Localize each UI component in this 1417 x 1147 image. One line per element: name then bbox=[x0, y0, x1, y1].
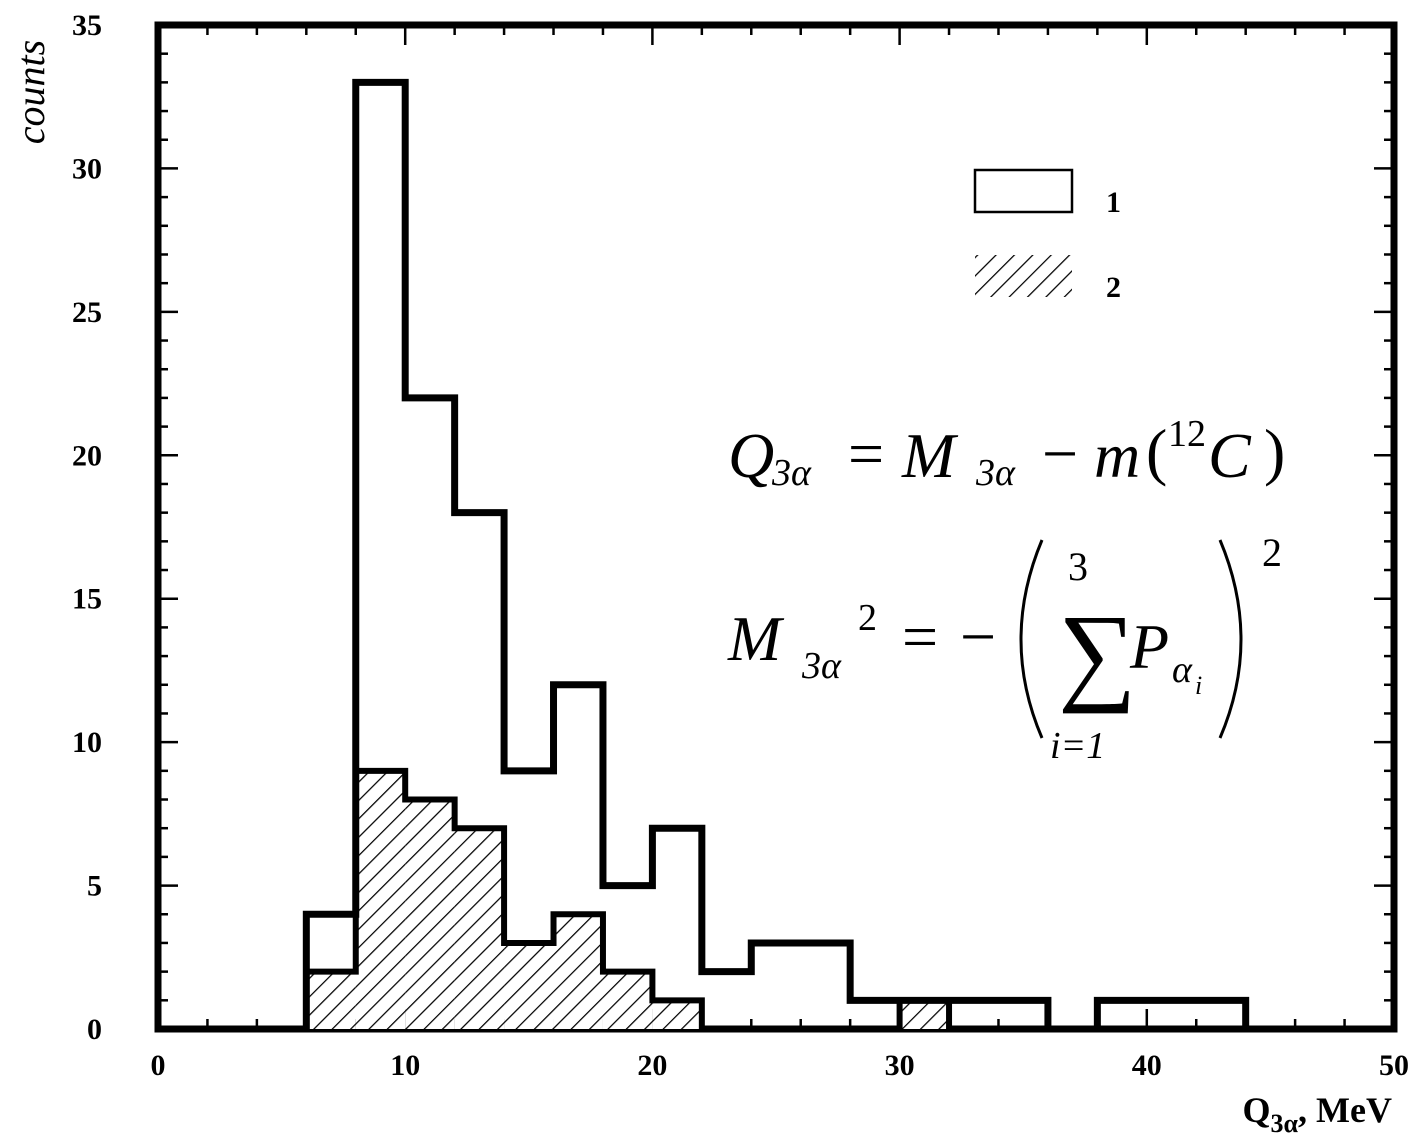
svg-text:Q: Q bbox=[728, 420, 774, 491]
svg-text:i: i bbox=[1195, 671, 1202, 700]
x-axis-title: Q3α, MeV bbox=[1243, 1090, 1393, 1138]
svg-text:(: ( bbox=[1146, 416, 1167, 487]
svg-text:=: = bbox=[848, 418, 884, 489]
legend-label-2: 2 bbox=[1106, 271, 1121, 304]
series-2-bar bbox=[652, 1000, 702, 1029]
series-1-bar bbox=[801, 943, 850, 1029]
y-axis-title: counts bbox=[8, 40, 53, 144]
svg-text:2: 2 bbox=[858, 597, 877, 639]
legend-label-1: 1 bbox=[1106, 186, 1121, 219]
svg-text:M: M bbox=[901, 420, 959, 491]
y-tick-label: 15 bbox=[72, 583, 102, 616]
series-2-bar bbox=[454, 828, 505, 1029]
svg-text:12: 12 bbox=[1168, 413, 1206, 455]
tick-labels: 0 10 20 30 40 50 0 5 10 15 20 25 30 35 bbox=[72, 9, 1409, 1082]
series-2-bar bbox=[405, 799, 455, 1029]
series-1-bar bbox=[998, 1000, 1047, 1029]
legend: 1 2 bbox=[973, 168, 1121, 304]
svg-text:M: M bbox=[727, 603, 785, 674]
series-2-bar bbox=[553, 914, 603, 1029]
svg-text:i=1: i=1 bbox=[1050, 725, 1105, 767]
legend-swatch-1 bbox=[973, 168, 1074, 214]
series-1-outline bbox=[302, 78, 1250, 1029]
equation-q3alpha: Q 3α = M 3α − m ( 12 C ) bbox=[728, 413, 1285, 494]
legend-swatch-2 bbox=[975, 255, 1072, 297]
series-2-bar bbox=[306, 971, 356, 1029]
svg-text:α: α bbox=[1172, 649, 1193, 691]
left-bracket bbox=[1019, 539, 1044, 739]
x-tick-label: 10 bbox=[390, 1049, 420, 1082]
x-tick-label: 40 bbox=[1132, 1049, 1162, 1082]
svg-text:3: 3 bbox=[1068, 544, 1088, 589]
svg-text:3α: 3α bbox=[975, 452, 1016, 494]
series-1-bar bbox=[850, 1000, 899, 1029]
y-tick-label: 25 bbox=[72, 296, 102, 329]
svg-text:∑: ∑ bbox=[1058, 592, 1136, 714]
x-tick-label: 20 bbox=[637, 1049, 667, 1082]
series-1-bar bbox=[1097, 1000, 1146, 1029]
series-1-bar bbox=[702, 972, 751, 1029]
series-2-bar bbox=[504, 942, 554, 1029]
x-tick-label: 30 bbox=[885, 1049, 915, 1082]
svg-text:m: m bbox=[1094, 420, 1140, 491]
series-2-hatched bbox=[303, 767, 953, 1029]
svg-text:2: 2 bbox=[1262, 530, 1282, 575]
y-tick-label: 10 bbox=[72, 726, 102, 759]
right-bracket bbox=[1218, 539, 1243, 739]
series-1-bar bbox=[1196, 1000, 1245, 1029]
svg-text:3α: 3α bbox=[801, 645, 842, 687]
y-tick-label: 20 bbox=[72, 439, 102, 472]
series-2-bar bbox=[602, 971, 653, 1029]
series-2-bar bbox=[899, 1000, 950, 1029]
y-tick-label: 30 bbox=[72, 152, 102, 185]
equation-m3alpha: M 3α 2 = − ∑ 3 i=1 P α i 2 bbox=[727, 530, 1282, 767]
x-tick-label: 50 bbox=[1379, 1049, 1409, 1082]
svg-text:3α: 3α bbox=[771, 452, 812, 494]
series-2-bar bbox=[355, 770, 406, 1029]
series-1-open bbox=[302, 78, 1250, 1029]
svg-text:−: − bbox=[1042, 418, 1078, 489]
x-tick-label: 0 bbox=[151, 1049, 166, 1082]
tick-marks bbox=[158, 25, 1394, 1029]
svg-text:=: = bbox=[902, 601, 938, 672]
svg-text:P: P bbox=[1129, 611, 1169, 682]
series-1-bar bbox=[751, 943, 800, 1029]
svg-text:−: − bbox=[960, 601, 996, 672]
y-tick-label: 35 bbox=[72, 9, 102, 42]
y-tick-label: 0 bbox=[87, 1013, 102, 1046]
plot-frame bbox=[154, 21, 1398, 1033]
svg-text:): ) bbox=[1264, 416, 1285, 487]
series-1-bar bbox=[949, 1000, 998, 1029]
y-tick-label: 5 bbox=[87, 870, 102, 903]
series-1-bar bbox=[1147, 1000, 1196, 1029]
svg-text:C: C bbox=[1208, 420, 1252, 491]
